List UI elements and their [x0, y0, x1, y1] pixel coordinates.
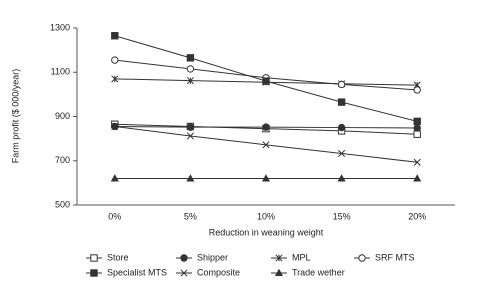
marker [111, 56, 119, 64]
marker [262, 123, 270, 131]
legend-label: Shipper [197, 252, 228, 262]
marker [110, 174, 119, 182]
x-tick-label: 15% [333, 211, 351, 221]
legend-marker [358, 254, 366, 262]
legend-label: Specialist MTS [107, 267, 167, 277]
legend-marker [274, 268, 284, 277]
marker [186, 123, 195, 131]
y-tick-label: 1100 [51, 67, 70, 77]
marker [186, 132, 194, 140]
marker [413, 158, 421, 166]
marker [261, 174, 271, 182]
x-axis-label: Reduction in weaning weight [209, 227, 324, 237]
y-tick-label: 900 [55, 111, 70, 121]
marker [338, 149, 346, 158]
marker [337, 80, 346, 89]
marker [413, 124, 421, 132]
legend-marker [90, 269, 98, 277]
x-tick-label: 5% [184, 211, 197, 221]
x-tick-label: 10% [257, 211, 275, 221]
marker [111, 75, 119, 83]
marker [262, 141, 270, 149]
legend-marker [180, 254, 188, 262]
marker [111, 122, 119, 131]
marker [413, 130, 421, 138]
marker [413, 86, 421, 94]
y-axis-label: Farm profit ($ 000/year) [10, 69, 20, 164]
marker [186, 174, 195, 182]
y-tick-label: 500 [55, 199, 70, 209]
marker [337, 98, 346, 106]
legend-marker [90, 254, 98, 262]
marker [413, 117, 421, 126]
legend-label: Composite [197, 267, 240, 277]
x-tick-label: 20% [408, 211, 426, 221]
legend-label: Trade wether [292, 267, 345, 277]
y-tick-label: 1300 [50, 22, 70, 32]
legend-marker [275, 254, 283, 262]
marker [186, 65, 195, 73]
legend-label: SRF MTS [375, 252, 415, 262]
marker [413, 174, 422, 182]
x-tick-label: 0% [108, 211, 121, 221]
marker [186, 77, 194, 85]
legend-label: MPL [292, 252, 311, 262]
marker [262, 77, 270, 85]
legend-marker [180, 269, 188, 277]
marker [337, 174, 346, 182]
marker [111, 32, 119, 40]
legend-label: Store [107, 252, 129, 262]
y-tick-label: 700 [55, 155, 70, 165]
marker [337, 123, 346, 132]
marker [186, 54, 195, 62]
